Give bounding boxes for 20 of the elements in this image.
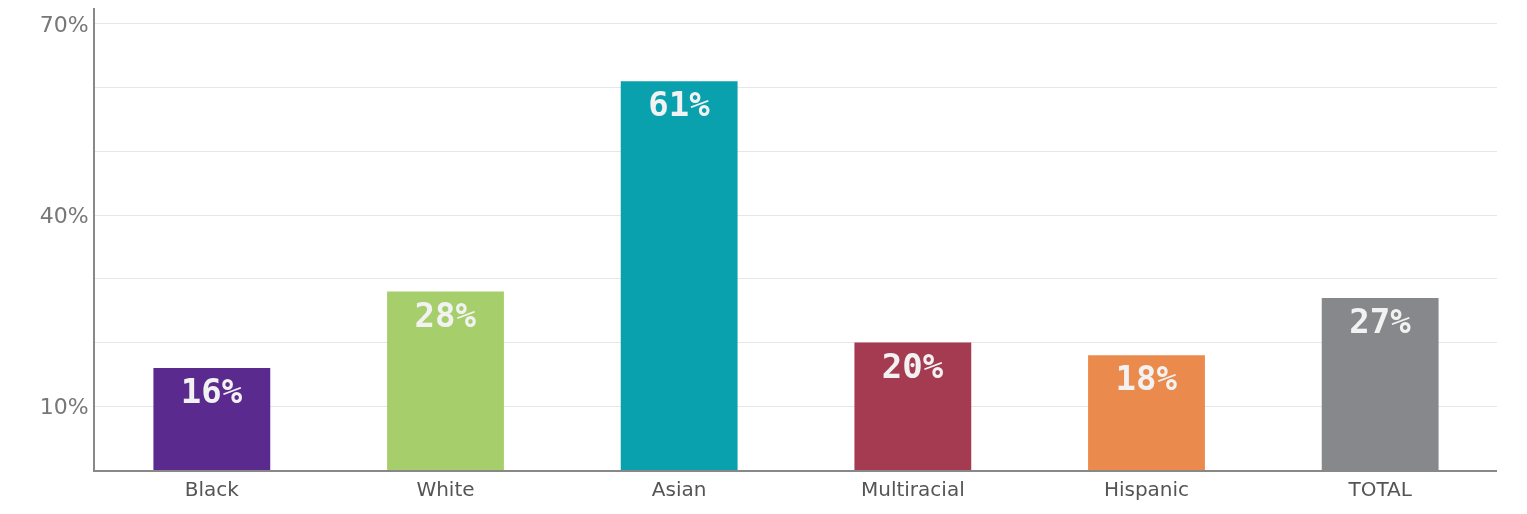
bar (620, 81, 738, 470)
bar (1088, 355, 1205, 470)
data-label: 16% (180, 371, 243, 412)
y-tick-label: 70% (39, 11, 89, 37)
data-label: 28% (414, 294, 477, 335)
x-tick-label: TOTAL (1347, 477, 1413, 501)
y-tick-label: 10% (39, 393, 89, 419)
x-tick-label: Hispanic (1103, 477, 1190, 501)
bar (854, 342, 972, 470)
x-tick-label: Multiracial (860, 477, 965, 501)
bar (153, 368, 271, 470)
data-label: 27% (1349, 300, 1412, 341)
x-tick-label: Black (184, 477, 240, 501)
y-tick-label: 40% (39, 202, 89, 228)
x-tick-label: White (416, 477, 475, 501)
x-tick-label: Asian (651, 477, 707, 501)
data-label: 61% (648, 84, 711, 125)
data-label: 18% (1115, 358, 1178, 399)
data-label: 20% (881, 345, 944, 386)
bar (387, 291, 504, 470)
